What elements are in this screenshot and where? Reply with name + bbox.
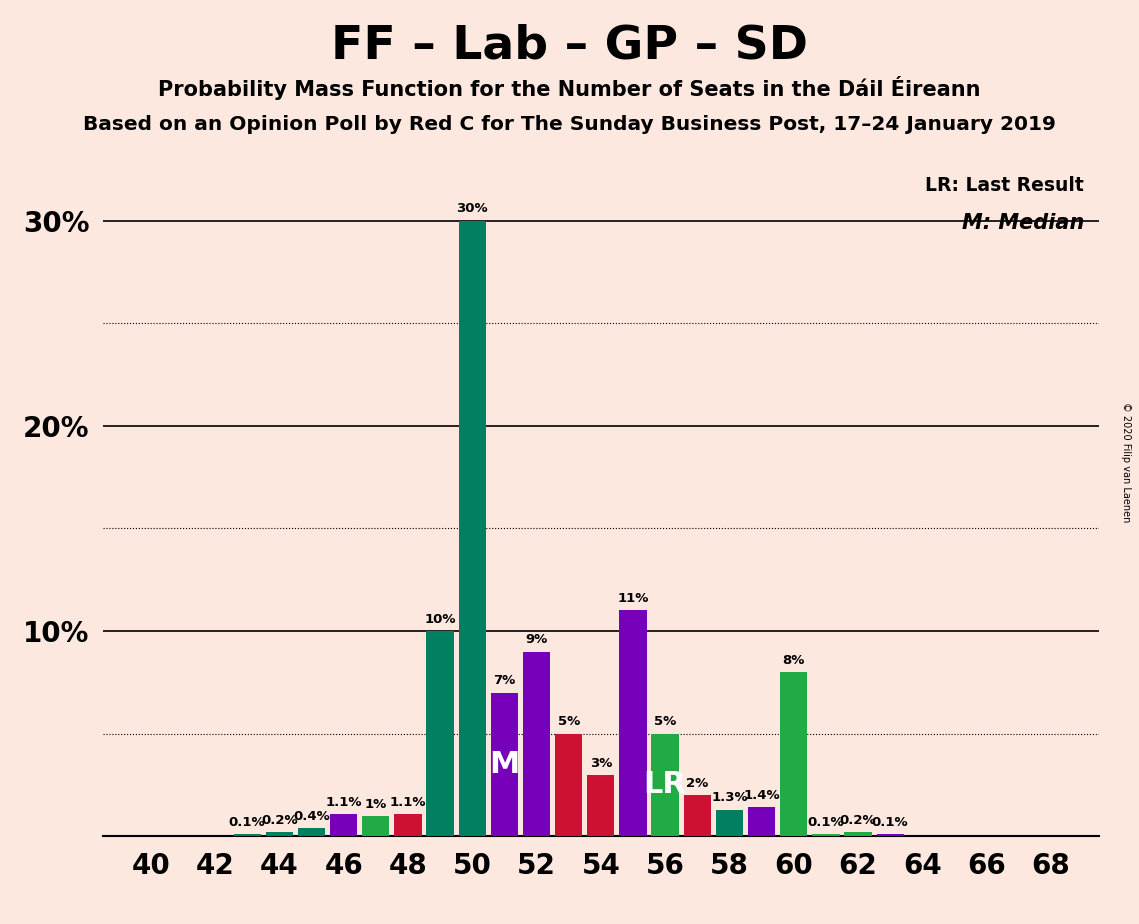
Bar bbox=[523, 651, 550, 836]
Text: Based on an Opinion Poll by Red C for The Sunday Business Post, 17–24 January 20: Based on an Opinion Poll by Red C for Th… bbox=[83, 116, 1056, 135]
Text: 1%: 1% bbox=[364, 797, 387, 810]
Text: 11%: 11% bbox=[617, 592, 648, 605]
Bar bbox=[652, 734, 679, 836]
Bar bbox=[394, 814, 421, 836]
Bar bbox=[265, 833, 293, 836]
Text: M: Median: M: Median bbox=[961, 213, 1084, 233]
Text: 0.2%: 0.2% bbox=[839, 814, 876, 827]
Text: 9%: 9% bbox=[525, 633, 548, 647]
Bar bbox=[683, 796, 711, 836]
Bar bbox=[491, 693, 518, 836]
Text: 0.1%: 0.1% bbox=[808, 816, 844, 829]
Bar bbox=[715, 809, 743, 836]
Text: M: M bbox=[489, 750, 519, 779]
Bar bbox=[233, 834, 261, 836]
Bar bbox=[297, 828, 325, 836]
Bar bbox=[555, 734, 582, 836]
Text: LR: Last Result: LR: Last Result bbox=[925, 176, 1084, 195]
Text: 7%: 7% bbox=[493, 675, 516, 687]
Text: 1.1%: 1.1% bbox=[326, 796, 362, 808]
Bar bbox=[780, 672, 808, 836]
Bar bbox=[812, 834, 839, 836]
Bar bbox=[620, 611, 647, 836]
Text: 1.4%: 1.4% bbox=[744, 789, 780, 802]
Bar bbox=[877, 834, 904, 836]
Bar bbox=[748, 808, 776, 836]
Text: 5%: 5% bbox=[558, 715, 580, 728]
Text: 3%: 3% bbox=[590, 757, 612, 770]
Text: 1.3%: 1.3% bbox=[711, 792, 747, 805]
Text: 30%: 30% bbox=[457, 202, 487, 215]
Text: 10%: 10% bbox=[425, 613, 456, 626]
Text: 8%: 8% bbox=[782, 654, 805, 667]
Text: Probability Mass Function for the Number of Seats in the Dáil Éireann: Probability Mass Function for the Number… bbox=[158, 76, 981, 100]
Bar bbox=[330, 814, 358, 836]
Text: 5%: 5% bbox=[654, 715, 677, 728]
Text: 0.2%: 0.2% bbox=[261, 814, 297, 827]
Text: FF – Lab – GP – SD: FF – Lab – GP – SD bbox=[331, 23, 808, 68]
Text: 0.1%: 0.1% bbox=[229, 816, 265, 829]
Text: 0.1%: 0.1% bbox=[871, 816, 909, 829]
Text: 1.1%: 1.1% bbox=[390, 796, 426, 808]
Text: 0.4%: 0.4% bbox=[293, 809, 330, 823]
Bar bbox=[588, 774, 614, 836]
Bar bbox=[459, 221, 486, 836]
Bar bbox=[426, 631, 453, 836]
Text: LR: LR bbox=[644, 771, 687, 799]
Text: 2%: 2% bbox=[686, 777, 708, 790]
Text: © 2020 Filip van Laenen: © 2020 Filip van Laenen bbox=[1121, 402, 1131, 522]
Bar bbox=[844, 833, 871, 836]
Bar bbox=[362, 816, 390, 836]
